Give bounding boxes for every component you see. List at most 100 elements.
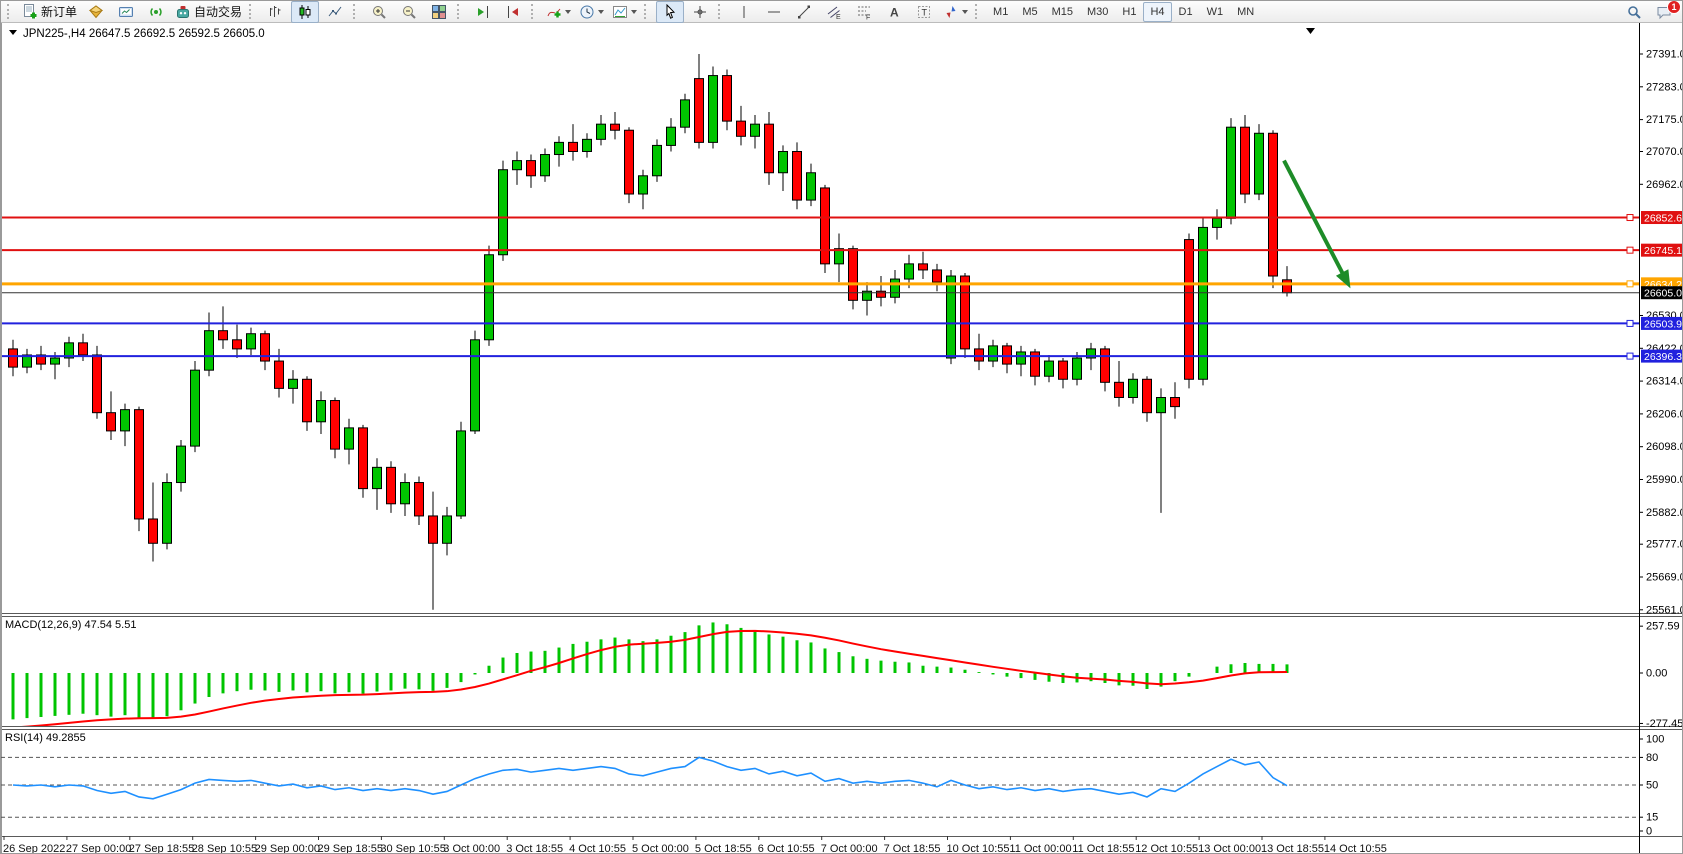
timeframe-button-m15[interactable]: M15 — [1051, 5, 1073, 18]
text-label-button[interactable]: T — [910, 1, 938, 23]
timeframe-button-h4[interactable]: H4 — [1143, 1, 1172, 22]
candle-bullish — [596, 123, 606, 140]
line-handle[interactable] — [1626, 246, 1634, 254]
candlestick-chart-button[interactable] — [291, 1, 320, 23]
chart-shift-button[interactable] — [469, 1, 497, 23]
zoom-out-button[interactable] — [395, 1, 423, 23]
signals-button[interactable] — [142, 1, 170, 23]
line-handle[interactable] — [1626, 319, 1634, 327]
sell-signal-arrow[interactable] — [1282, 159, 1351, 289]
timeframe-button-m30[interactable]: M30 — [1087, 5, 1109, 18]
profile-icon — [612, 4, 628, 20]
chart-window[interactable]: 27391.0 27283.0 27175.0 27070.0 26962.0 26530… — [1, 23, 1683, 854]
clock-icon — [579, 4, 595, 20]
timeframe-button-d1[interactable]: D1 — [1178, 5, 1193, 18]
crosshair-icon — [692, 4, 708, 20]
candle-bullish — [638, 175, 648, 195]
data-window-button[interactable] — [112, 1, 140, 23]
chevron-down-icon[interactable] — [962, 9, 969, 14]
tline-icon — [796, 4, 812, 20]
chevron-down-icon[interactable] — [565, 9, 572, 14]
svg-text:26503.9: 26503.9 — [1644, 318, 1682, 330]
templates-button[interactable] — [609, 1, 640, 23]
timeframe-button-mn[interactable]: MN — [1237, 5, 1255, 18]
candle-bearish — [1100, 348, 1110, 383]
line-handle[interactable] — [1626, 280, 1634, 288]
timeframe-button-w1[interactable]: W1 — [1206, 5, 1224, 18]
zoom-in-button[interactable] — [365, 1, 393, 23]
equidistant-channel-button[interactable]: E — [820, 1, 848, 23]
candle-bearish — [932, 269, 942, 283]
price-tick-label: 26962.0 — [1646, 179, 1683, 191]
line-chart-button[interactable] — [321, 1, 349, 23]
indicators-button[interactable] — [543, 1, 574, 23]
crosshair-button[interactable] — [686, 1, 714, 23]
trendline-button[interactable] — [790, 1, 818, 23]
candle-bullish — [1016, 351, 1026, 365]
tile-windows-button[interactable] — [425, 1, 453, 23]
collapse-triangle-icon[interactable] — [9, 30, 17, 35]
timeframe-button-h1[interactable]: H1 — [1122, 5, 1137, 18]
candle-bullish — [708, 75, 718, 143]
timeframe-button-m1[interactable]: M1 — [993, 5, 1009, 18]
chart-header: JPN225-,H4 26647.5 26692.5 26592.5 26605… — [9, 28, 265, 40]
candle-bullish — [806, 172, 816, 201]
candle-bearish — [92, 354, 102, 414]
bars-icon — [267, 4, 283, 20]
text-button[interactable]: A — [880, 1, 908, 23]
hlines-group — [1, 214, 1639, 360]
price-axis[interactable]: 27391.027283.027175.027070.026962.026530… — [1639, 49, 1683, 617]
new-order-button[interactable]: 新订单 — [19, 1, 80, 23]
candle-bullish — [190, 369, 200, 447]
candle-bearish — [974, 348, 984, 362]
timeframe-button-m5[interactable]: M5 — [1022, 5, 1038, 18]
time-tick-label: 5 Oct 18:55 — [695, 843, 752, 854]
rsi-axis-label: 0 — [1646, 826, 1652, 838]
svg-text:F: F — [866, 14, 870, 20]
textA-icon: A — [886, 4, 902, 20]
time-tick-label: 27 Sep 18:55 — [129, 843, 194, 854]
time-tick-label: 13 Oct 00:00 — [1198, 843, 1261, 854]
candle-bullish — [484, 254, 494, 341]
toolbar-separator — [644, 4, 652, 19]
vline-icon — [736, 4, 752, 20]
price-tick-label: 26314.0 — [1646, 376, 1683, 388]
candle-bullish — [834, 248, 844, 265]
candle-bearish — [302, 378, 312, 423]
toolbar-separator — [249, 4, 257, 19]
candle-bullish — [890, 278, 900, 298]
rsi-axis-label: 15 — [1646, 812, 1658, 824]
candle-bullish — [288, 378, 298, 389]
notifications-button[interactable]: 1 — [1650, 1, 1681, 23]
chevron-down-icon[interactable] — [598, 9, 605, 14]
vertical-line-button[interactable] — [730, 1, 758, 23]
candle-bullish — [1254, 132, 1264, 195]
candle-bearish — [624, 129, 634, 195]
fibonacci-button[interactable]: F — [850, 1, 878, 23]
price-tick-label: 27070.0 — [1646, 146, 1683, 158]
periods-button[interactable] — [576, 1, 607, 23]
new-order-icon — [22, 3, 38, 20]
arrow-shaft[interactable] — [1282, 159, 1346, 277]
candle-bullish — [1128, 378, 1138, 398]
toolbar-button-label: 新订单 — [41, 5, 78, 19]
level-price-label: 26852.6 — [1641, 211, 1682, 225]
search-button[interactable] — [1620, 1, 1648, 23]
rsi-axis-label: 80 — [1646, 752, 1658, 764]
cursor-button[interactable] — [656, 1, 685, 23]
market-watch-button[interactable] — [82, 1, 110, 23]
candle-bullish — [1072, 357, 1082, 380]
arrows-button[interactable] — [940, 1, 971, 23]
chart-menu-arrow-icon[interactable] — [1306, 28, 1315, 34]
candle-bearish — [918, 263, 928, 271]
line-handle[interactable] — [1626, 352, 1634, 360]
chevron-down-icon[interactable] — [631, 9, 638, 14]
auto-scroll-button[interactable] — [499, 1, 527, 23]
horizontal-line-button[interactable] — [760, 1, 788, 23]
autotrading-button[interactable]: 自动交易 — [172, 1, 245, 23]
current-price-label: 26605.0 — [1641, 286, 1682, 300]
bar-chart-button[interactable] — [261, 1, 289, 23]
line-handle[interactable] — [1626, 214, 1634, 222]
candle-bullish — [904, 263, 914, 280]
